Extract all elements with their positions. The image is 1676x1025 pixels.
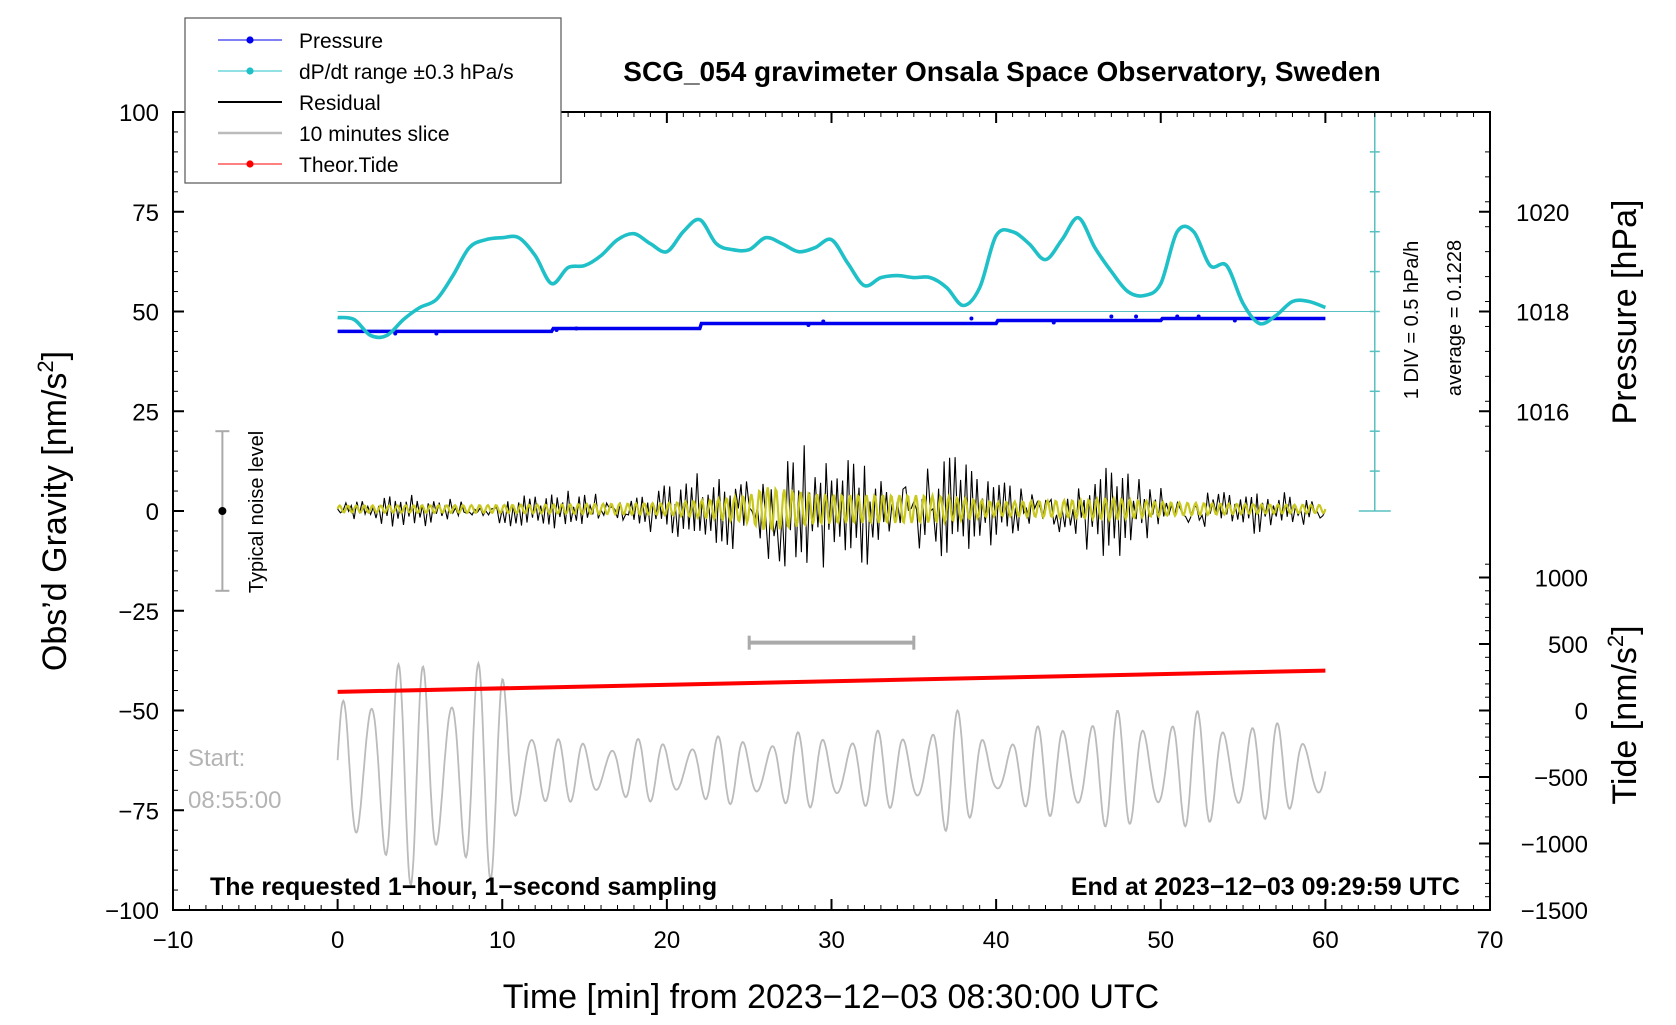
- y-axis-title-pressure: Pressure [hPa]: [1606, 200, 1644, 425]
- legend: Pressure dP/dt range ±0.3 hPa/s Residual…: [184, 17, 562, 184]
- y-left-tick-label: 50: [132, 300, 159, 327]
- tide-tick-label: 0: [1575, 699, 1588, 726]
- y-axis-title-tide-close: ]: [1606, 625, 1644, 634]
- legend-label-tide: Theor.Tide: [299, 154, 399, 177]
- tide-tick-label: −1000: [1521, 832, 1588, 859]
- legend-marker-pressure: [246, 36, 254, 44]
- average-text: average = 0.1228: [1444, 240, 1466, 396]
- noise-level-label: Typical noise level: [246, 431, 268, 593]
- x-tick-label: 0: [331, 927, 344, 954]
- x-tick-label: 50: [1147, 927, 1174, 954]
- slice-series-group: [336, 660, 1327, 888]
- x-tick-label: 20: [654, 927, 681, 954]
- pressure-point: [393, 331, 398, 336]
- tide-tick-label: 1000: [1535, 566, 1588, 593]
- pressure-point: [1175, 314, 1180, 319]
- pressure-point: [1051, 320, 1056, 325]
- legend-entry-slice: 10 minutes slice: [218, 123, 450, 146]
- y-axis-title-left: Obs’d Gravity [nm/s2]: [33, 351, 74, 671]
- x-tick-label: 40: [983, 927, 1010, 954]
- bottom-right-annotation: End at 2023−12−03 09:29:59 UTC: [1071, 873, 1460, 901]
- pressure-point: [1134, 314, 1139, 319]
- pressure-point: [1109, 314, 1114, 319]
- pressure-point: [434, 331, 439, 336]
- tide-series-group: [337, 668, 1326, 694]
- pressure-tick-label: 1018: [1516, 300, 1569, 327]
- y-axis-title-left-close: ]: [36, 351, 74, 360]
- dpdt-series-group: [337, 215, 1375, 340]
- scale-text: 1 DIV = 0.5 hPa/h: [1401, 241, 1423, 399]
- pressure-series-group: [337, 314, 1326, 336]
- pressure-point: [1232, 318, 1237, 323]
- y-axis-title-left-main: Obs’d Gravity [nm/s: [36, 373, 74, 672]
- slice-line: [336, 660, 1327, 888]
- tide-tick-label: −500: [1534, 765, 1588, 792]
- legend-entry-dpdt: dP/dt range ±0.3 hPa/s: [218, 61, 514, 84]
- pressure-point: [1196, 314, 1201, 319]
- pressure-line: [337, 316, 1326, 334]
- y-axis-title-left-sup: 2: [33, 360, 58, 372]
- chart-title: SCG_054 gravimeter Onsala Space Observat…: [623, 56, 1380, 87]
- pressure-point: [574, 326, 579, 331]
- legend-label-pressure: Pressure: [299, 30, 383, 53]
- x-tick-label: 30: [818, 927, 845, 954]
- legend-box: [184, 17, 562, 184]
- x-tick-label: 10: [489, 927, 516, 954]
- axes-group: −10 0 10 20 30 40 50 60 701007550250−25−50−75−10…: [105, 100, 1588, 954]
- legend-label-dpdt: dP/dt range ±0.3 hPa/s: [299, 61, 514, 84]
- y-left-tick-label: −100: [105, 898, 159, 925]
- start-label: Start:: [188, 745, 245, 772]
- chart-extras-group: [215, 111, 1391, 650]
- y-left-tick-label: 100: [119, 100, 159, 127]
- legend-label-slice: 10 minutes slice: [299, 123, 450, 146]
- pressure-point: [969, 316, 974, 321]
- x-tick-label: 70: [1477, 927, 1504, 954]
- pressure-tick-label: 1020: [1516, 200, 1569, 227]
- y-axis-title-tide-main: Tide [nm/s: [1606, 647, 1644, 804]
- noise-bar-center: [218, 507, 227, 515]
- pressure-tick-label: 1016: [1516, 399, 1569, 426]
- x-tick-label: −10: [153, 927, 194, 954]
- legend-entry-pressure: Pressure: [218, 30, 383, 53]
- start-time: 08:55:00: [188, 787, 281, 814]
- y-left-tick-label: 75: [132, 200, 159, 227]
- legend-label-residual: Residual: [299, 92, 381, 115]
- pressure-point: [806, 322, 811, 327]
- tide-line: [337, 668, 1326, 694]
- residual-series-group: [336, 445, 1327, 568]
- legend-entry-tide: Theor.Tide: [218, 154, 399, 177]
- pressure-point: [821, 319, 826, 324]
- y-axis-title-tide: Tide [nm/s2]: [1603, 625, 1644, 804]
- x-tick-label: 60: [1312, 927, 1339, 954]
- bottom-left-annotation: The requested 1−hour, 1−second sampling: [210, 873, 717, 901]
- tide-tick-label: −1500: [1521, 898, 1588, 925]
- y-left-tick-label: 25: [132, 399, 159, 426]
- y-left-tick-label: 0: [146, 499, 159, 526]
- y-axis-title-tide-sup: 2: [1603, 635, 1628, 647]
- tide-tick-label: 500: [1548, 632, 1588, 659]
- y-left-tick-label: −50: [118, 699, 159, 726]
- y-left-tick-label: −25: [118, 599, 159, 626]
- dpdt-line: [337, 215, 1327, 340]
- pressure-point: [554, 327, 559, 332]
- legend-entry-residual: Residual: [218, 92, 381, 115]
- legend-marker-dpdt: [246, 67, 254, 75]
- residual-smooth-line: [336, 485, 1327, 533]
- y-left-tick-label: −75: [118, 798, 159, 825]
- legend-marker-tide: [246, 160, 254, 168]
- x-axis-title: Time [min] from 2023−12−03 08:30:00 UTC: [503, 978, 1159, 1016]
